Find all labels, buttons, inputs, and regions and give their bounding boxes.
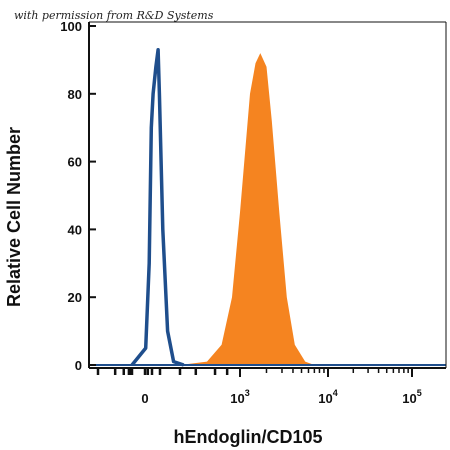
y-tick-label: 20 <box>68 290 82 305</box>
blue-histogram-outline <box>130 47 185 367</box>
x-tick-label: 104 <box>318 388 337 406</box>
y-tick-label: 0 <box>75 358 82 373</box>
x-tick-label: 105 <box>402 388 421 406</box>
y-tick-label: 40 <box>68 222 82 237</box>
y-axis-label: Relative Cell Number <box>4 127 24 307</box>
orange-histogram-area <box>180 53 315 365</box>
y-tick-label: 100 <box>60 19 82 34</box>
y-axis-ticks: 0 20 40 60 80 100 <box>60 19 96 373</box>
y-tick-label: 80 <box>68 87 82 102</box>
credit-text: with permission from R&D Systems <box>14 9 214 22</box>
x-axis-label: hEndoglin/CD105 <box>173 427 322 447</box>
x-tick-label: 103 <box>230 388 249 406</box>
x-axis-ticks: 0 103 104 105 <box>96 368 422 406</box>
y-tick-label: 60 <box>68 155 82 170</box>
x-tick-label: 0 <box>141 391 148 406</box>
plot-area <box>89 47 446 367</box>
